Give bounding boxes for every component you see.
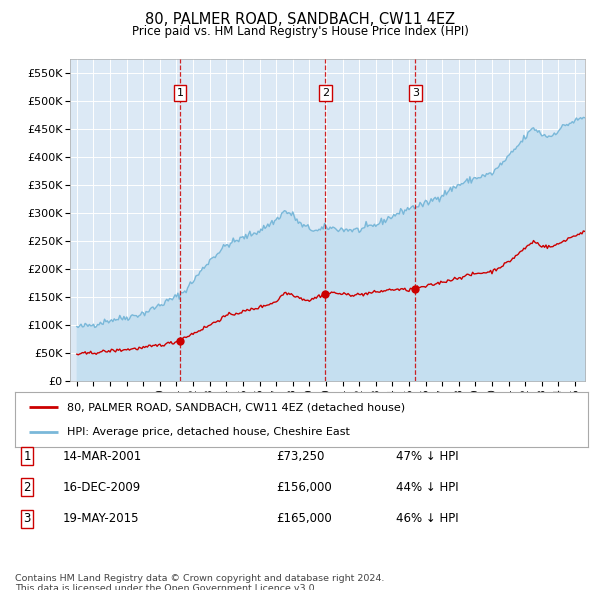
Text: Contains HM Land Registry data © Crown copyright and database right 2024.: Contains HM Land Registry data © Crown c… bbox=[15, 574, 385, 583]
Text: Price paid vs. HM Land Registry's House Price Index (HPI): Price paid vs. HM Land Registry's House … bbox=[131, 25, 469, 38]
Text: 3: 3 bbox=[412, 88, 419, 98]
Text: 14-MAR-2001: 14-MAR-2001 bbox=[63, 450, 142, 463]
Text: 80, PALMER ROAD, SANDBACH, CW11 4EZ: 80, PALMER ROAD, SANDBACH, CW11 4EZ bbox=[145, 12, 455, 27]
Text: £156,000: £156,000 bbox=[276, 481, 332, 494]
Text: 2: 2 bbox=[322, 88, 329, 98]
Text: This data is licensed under the Open Government Licence v3.0.: This data is licensed under the Open Gov… bbox=[15, 584, 317, 590]
Text: £165,000: £165,000 bbox=[276, 512, 332, 525]
Text: HPI: Average price, detached house, Cheshire East: HPI: Average price, detached house, Ches… bbox=[67, 427, 349, 437]
Text: 80, PALMER ROAD, SANDBACH, CW11 4EZ (detached house): 80, PALMER ROAD, SANDBACH, CW11 4EZ (det… bbox=[67, 402, 404, 412]
Text: 47% ↓ HPI: 47% ↓ HPI bbox=[396, 450, 458, 463]
Text: £73,250: £73,250 bbox=[276, 450, 325, 463]
Text: 3: 3 bbox=[23, 512, 31, 525]
Text: 19-MAY-2015: 19-MAY-2015 bbox=[63, 512, 139, 525]
Text: 1: 1 bbox=[23, 450, 31, 463]
Text: 16-DEC-2009: 16-DEC-2009 bbox=[63, 481, 141, 494]
Text: 46% ↓ HPI: 46% ↓ HPI bbox=[396, 512, 458, 525]
Text: 44% ↓ HPI: 44% ↓ HPI bbox=[396, 481, 458, 494]
Text: 1: 1 bbox=[176, 88, 184, 98]
Text: 2: 2 bbox=[23, 481, 31, 494]
